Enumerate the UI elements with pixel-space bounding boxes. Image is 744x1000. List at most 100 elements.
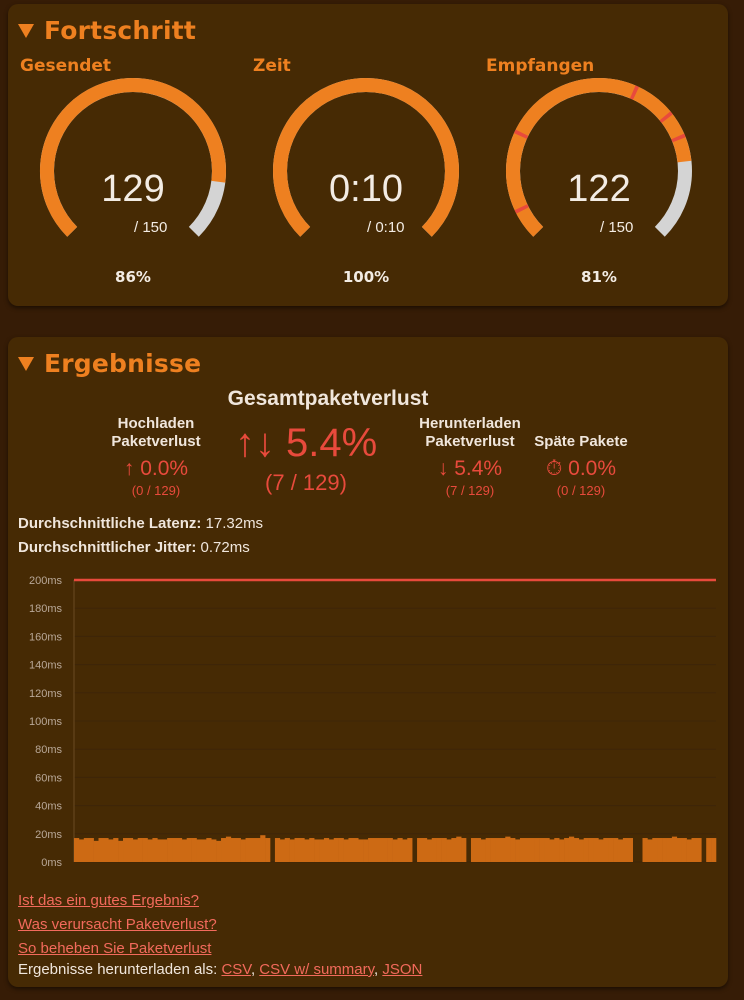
latency-bar <box>681 838 687 862</box>
total-loss-heading: Gesamtpaketverlust <box>227 387 429 410</box>
total-loss-value: ↑↓ 5.4% <box>234 421 378 465</box>
latency-bar <box>534 838 540 862</box>
latency-bar <box>549 839 555 862</box>
sent-gauge: Gesendet 129 / 150 86% <box>16 56 226 296</box>
progress-section-toggle[interactable]: Fortschritt <box>18 16 196 45</box>
latency-bar <box>167 838 173 862</box>
latency-bar <box>147 839 153 862</box>
gauge-label: Empfangen <box>486 56 595 76</box>
latency-bar <box>583 838 589 862</box>
latency-bar <box>568 836 575 862</box>
good-result-link[interactable]: Ist das ein gutes Ergebnis? <box>18 892 199 909</box>
latency-bar <box>157 839 163 862</box>
latency-bar <box>216 840 222 862</box>
latency-bar <box>201 839 207 862</box>
latency-bar <box>382 838 388 862</box>
download-loss-stat: Herunterladen Paketverlust ↓ 5.4% (7 / 1… <box>400 415 540 498</box>
latency-bar <box>230 838 237 862</box>
latency-bar <box>186 838 192 862</box>
latency-bar <box>417 838 423 862</box>
late-packets-title: Späte Pakete <box>534 433 628 450</box>
progress-title: Fortschritt <box>44 16 197 45</box>
latency-bar <box>451 838 457 862</box>
latency-bar <box>617 839 624 862</box>
y-tick-label: 0ms <box>41 857 62 869</box>
latency-bar <box>544 838 550 862</box>
separator: , <box>250 961 260 978</box>
latency-bar <box>363 839 369 862</box>
latency-bar <box>274 838 281 862</box>
loss-cause-link[interactable]: Was verursacht Paketverlust? <box>18 916 217 933</box>
latency-bar <box>221 838 227 862</box>
latency-bar <box>706 838 712 862</box>
gauge-loss-mark <box>514 204 529 214</box>
y-tick-label: 40ms <box>35 801 62 813</box>
latency-bar <box>480 839 486 862</box>
collapse-triangle-icon <box>18 23 34 38</box>
latency-bar <box>235 838 241 862</box>
latency-bar <box>304 839 310 862</box>
latency-bar <box>284 838 290 862</box>
upload-loss-count: (0 / 129) <box>131 483 181 498</box>
latency-bar <box>172 838 178 862</box>
gauge-loss-mark <box>629 85 640 100</box>
latency-bar <box>657 838 663 862</box>
gauge-percent: 81% <box>581 268 617 286</box>
latency-bar <box>421 838 428 862</box>
latency-bar <box>510 838 516 862</box>
latency-bar <box>265 838 271 862</box>
avg-jitter-value: 0.72ms <box>196 539 250 556</box>
latency-bar <box>343 839 349 862</box>
latency-bar <box>519 838 526 862</box>
gauge-ring <box>273 78 459 237</box>
latency-bar <box>309 838 315 862</box>
latency-bar <box>328 839 335 862</box>
fix-loss-link[interactable]: So beheben Sie Paketverlust <box>18 940 212 957</box>
latency-bar <box>608 838 614 862</box>
latency-bar <box>500 838 506 862</box>
latency-bar <box>431 838 437 862</box>
download-csv-link[interactable]: CSV <box>221 961 251 978</box>
gauge-fill <box>40 78 226 237</box>
latency-bar <box>598 839 604 862</box>
latency-bar <box>446 839 452 862</box>
latency-bar <box>78 839 85 862</box>
latency-bar <box>338 838 344 862</box>
results-panel: Ergebnisse Gesamtpaketverlust Hochladen … <box>8 337 728 987</box>
latency-bar <box>353 838 359 862</box>
latency-bar <box>666 838 673 862</box>
results-section-toggle[interactable]: Ergebnisse <box>18 349 201 378</box>
gauge-percent: 100% <box>342 268 390 286</box>
latency-bar <box>515 839 521 862</box>
latency-bar <box>691 838 697 862</box>
download-loss-title-line2: Paketverlust <box>425 433 515 450</box>
latency-bar <box>250 838 256 862</box>
gauge-ring <box>506 78 692 237</box>
latency-bar <box>622 838 629 862</box>
latency-bar <box>456 836 462 862</box>
latency-bar <box>564 838 570 862</box>
latency-bar <box>603 838 609 862</box>
gauge-loss-mark <box>659 111 673 123</box>
latency-bar <box>470 838 477 862</box>
latency-bar <box>402 839 408 862</box>
download-json-link[interactable]: JSON <box>382 961 423 978</box>
latency-bar <box>196 839 202 862</box>
latency-bar <box>152 838 158 862</box>
late-packets-count: (0 / 129) <box>556 483 606 498</box>
y-tick-label: 100ms <box>29 716 63 728</box>
y-tick-label: 140ms <box>29 660 63 672</box>
latency-bar <box>539 838 545 862</box>
latency-bar <box>368 838 374 862</box>
y-tick-label: 120ms <box>29 688 63 700</box>
gauge-loss-mark <box>514 129 529 139</box>
y-tick-label: 200ms <box>29 575 63 587</box>
latency-bar <box>162 839 168 862</box>
download-row: Ergebnisse herunterladen als: CSV, CSV w… <box>18 961 422 978</box>
y-tick-label: 80ms <box>35 744 62 756</box>
latency-bar <box>588 838 594 862</box>
download-csv-summary-link[interactable]: CSV w/ summary <box>259 961 375 978</box>
latency-bar <box>93 840 99 862</box>
results-title: Ergebnisse <box>44 349 202 378</box>
gauge-ring <box>40 78 226 237</box>
